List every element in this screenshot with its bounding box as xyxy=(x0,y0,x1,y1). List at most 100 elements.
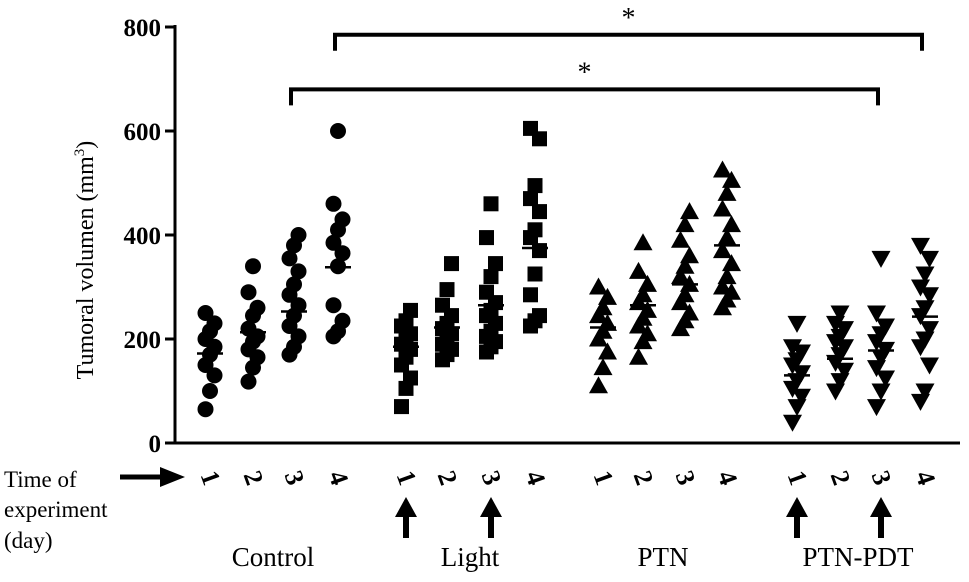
x-caption-line-1: Time of xyxy=(4,467,77,492)
treatment-arrow xyxy=(870,497,892,538)
data-point xyxy=(202,383,218,399)
data-point xyxy=(589,376,608,394)
x-tick-label: 4 xyxy=(712,467,744,489)
data-point xyxy=(290,263,307,280)
data-point xyxy=(783,414,802,432)
x-tick-label: 2 xyxy=(628,467,660,489)
data-point xyxy=(830,305,850,323)
data-point xyxy=(867,305,886,323)
significance-star: * xyxy=(622,3,636,34)
data-point xyxy=(911,237,930,255)
data-point xyxy=(915,266,935,284)
data-point xyxy=(394,399,409,415)
data-point xyxy=(713,241,732,259)
data-point xyxy=(876,370,895,388)
x-tick-label: 2 xyxy=(432,467,464,489)
data-point xyxy=(206,367,223,384)
data-point xyxy=(593,298,613,316)
data-point xyxy=(488,256,503,272)
data-point xyxy=(325,297,342,314)
data-point xyxy=(713,160,732,178)
caption-arrow xyxy=(120,467,185,487)
x-tick-label: 4 xyxy=(323,467,355,489)
group-label: Light xyxy=(441,542,500,572)
data-point xyxy=(403,302,418,318)
data-point xyxy=(444,256,459,272)
data-point xyxy=(629,347,648,365)
data-point xyxy=(920,357,939,375)
data-point xyxy=(483,196,499,212)
data-point xyxy=(871,250,891,268)
data-point xyxy=(598,342,617,360)
data-point xyxy=(249,299,266,316)
data-point xyxy=(671,267,690,285)
data-point xyxy=(783,339,802,357)
y-tick-label: 600 xyxy=(124,119,162,146)
data-point xyxy=(713,199,732,217)
data-point xyxy=(527,178,543,194)
data-point xyxy=(286,276,302,293)
data-point xyxy=(633,285,653,303)
data-point xyxy=(915,383,935,401)
data-point xyxy=(675,285,695,303)
data-point xyxy=(717,183,737,201)
data-point xyxy=(290,328,307,345)
data-point xyxy=(722,215,741,233)
data-point xyxy=(915,300,935,318)
bracket-line xyxy=(289,87,880,106)
data-point xyxy=(835,362,854,380)
data-point xyxy=(523,120,538,136)
data-point xyxy=(920,250,939,268)
data-point xyxy=(527,266,543,282)
data-point xyxy=(871,383,891,401)
data-point xyxy=(671,230,690,248)
data-point xyxy=(325,195,342,212)
data-point xyxy=(593,358,613,376)
data-point xyxy=(532,204,547,220)
data-point xyxy=(792,388,811,406)
data-point xyxy=(483,269,499,285)
data-point xyxy=(722,170,741,188)
y-tick-label: 800 xyxy=(124,15,162,42)
arrow-shaft xyxy=(878,515,884,538)
data-point xyxy=(787,315,807,333)
x-tick-label: 3 xyxy=(476,467,508,489)
data-point xyxy=(532,243,547,259)
y-axis-label-close: ) xyxy=(73,141,99,149)
arrow-shaft xyxy=(403,515,409,538)
y-axis-label-text: Tumoral volumen (mm xyxy=(73,156,99,379)
data-point xyxy=(629,261,648,279)
group-label: Control xyxy=(232,542,315,572)
group-label: PTN xyxy=(637,542,688,572)
data-point xyxy=(722,254,741,272)
data-point xyxy=(717,228,737,246)
data-point xyxy=(532,308,547,324)
data-point xyxy=(835,321,854,339)
data-point xyxy=(334,211,351,228)
arrow-head xyxy=(786,497,808,517)
data-point xyxy=(638,274,657,292)
data-point xyxy=(523,287,538,303)
data-point xyxy=(197,305,214,321)
data-point xyxy=(911,279,930,297)
arrow-shaft xyxy=(488,515,494,538)
data-point xyxy=(330,123,346,139)
treatment-arrow xyxy=(395,497,417,538)
data-point xyxy=(523,191,538,207)
y-tick-label: 0 xyxy=(149,431,162,458)
data-point xyxy=(240,284,257,301)
arrow-head xyxy=(480,497,502,517)
data-point xyxy=(598,287,617,305)
data-point xyxy=(713,277,732,295)
data-point xyxy=(206,315,223,332)
group-label: PTN-PDT xyxy=(802,542,914,572)
data-point xyxy=(792,365,811,383)
data-point xyxy=(527,222,543,238)
mean-lines xyxy=(197,244,938,377)
x-tick-label: 4 xyxy=(520,467,552,489)
data-point xyxy=(439,282,455,298)
bracket-line xyxy=(333,32,924,51)
x-caption-line-2: experiment xyxy=(4,497,108,522)
y-axis-label-superscript: 3 xyxy=(72,149,88,157)
